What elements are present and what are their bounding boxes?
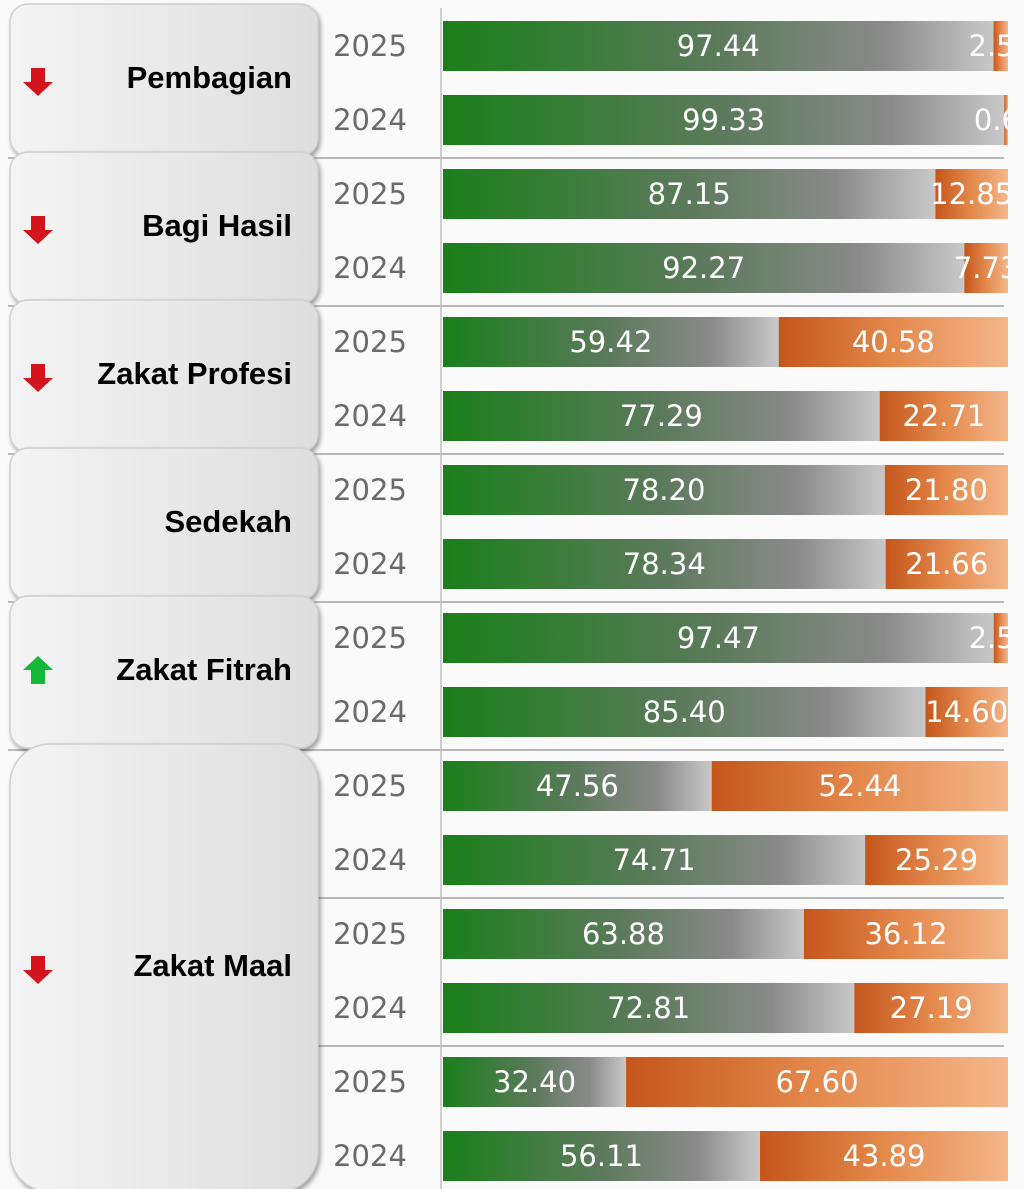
bar-segment [443, 1057, 627, 1107]
value-label: 2.53 [969, 621, 1024, 655]
bar-segment [803, 909, 1008, 959]
bar-segment [443, 983, 855, 1033]
bar-segment [1004, 95, 1008, 145]
bar-segment [443, 909, 804, 959]
group-name: Bagi Hasil [142, 208, 292, 243]
value-label: 78.20 [622, 473, 705, 507]
value-label: 14.60 [925, 695, 1008, 729]
year-label: 2025 [333, 29, 407, 63]
bar-segment [925, 687, 1008, 737]
bar-segment [443, 169, 936, 219]
value-label: 40.58 [852, 325, 935, 359]
bar-segment [879, 391, 1008, 441]
group-name: Zakat Maal [133, 948, 292, 983]
value-label: 12.85 [930, 177, 1013, 211]
group-card [9, 743, 319, 1189]
bar-segment [443, 539, 886, 589]
value-label: 27.19 [890, 991, 973, 1025]
bar-segment [443, 465, 885, 515]
bars: 97.44 2.56 99.33 0.67 87.15 12.85 92.27 7.73 59.… [443, 21, 1024, 1181]
bar-segment [778, 317, 1008, 367]
year-label: 2025 [333, 769, 407, 803]
group-name: Zakat Fitrah [116, 652, 292, 687]
year-label: 2025 [333, 325, 407, 359]
value-label: 97.44 [677, 29, 760, 63]
group-name: Pembagian [127, 60, 292, 95]
value-label: 67.60 [776, 1065, 859, 1099]
value-label: 21.66 [905, 547, 988, 581]
bar-segment [443, 95, 1005, 145]
year-label: 2025 [333, 917, 407, 951]
value-label: 87.15 [648, 177, 731, 211]
year-label: 2024 [333, 547, 407, 581]
value-label: 25.29 [895, 843, 978, 877]
year-label: 2024 [333, 843, 407, 877]
bar-segment [443, 317, 779, 367]
value-label: 74.71 [613, 843, 696, 877]
value-label: 43.89 [842, 1139, 925, 1173]
year-label: 2024 [333, 399, 407, 433]
trend-arrow [23, 68, 53, 96]
value-label: 99.33 [682, 103, 765, 137]
year-label: 2024 [333, 1139, 407, 1173]
value-label: 32.40 [493, 1065, 576, 1099]
bar-segment [443, 391, 880, 441]
value-label: 85.40 [643, 695, 726, 729]
year-label: 2024 [333, 695, 407, 729]
year-label: 2024 [333, 103, 407, 137]
bar-segment [626, 1057, 1008, 1107]
value-label: 52.44 [818, 769, 901, 803]
value-label: 47.56 [536, 769, 619, 803]
value-label: 7.73 [954, 251, 1019, 285]
bar-segment [760, 1131, 1008, 1181]
bar-segment [854, 983, 1008, 1033]
bar-segment [711, 761, 1008, 811]
bar-segment [884, 465, 1008, 515]
value-label: 72.81 [607, 991, 690, 1025]
value-label: 22.71 [902, 399, 985, 433]
group-name: Zakat Profesi [97, 356, 292, 391]
bar-segment [443, 1131, 761, 1181]
year-label: 2024 [333, 991, 407, 1025]
bar-segment [935, 169, 1008, 219]
value-label: 56.11 [560, 1139, 643, 1173]
bar-segment [443, 243, 965, 293]
bar-segment [443, 687, 926, 737]
year-label: 2025 [333, 1065, 407, 1099]
value-label: 36.12 [864, 917, 947, 951]
bar-segment [993, 613, 1008, 663]
year-label: 2025 [333, 473, 407, 507]
year-label: 2025 [333, 621, 407, 655]
bar-segment [443, 761, 712, 811]
value-label: 0.67 [974, 103, 1024, 137]
trend-arrow [23, 656, 53, 684]
year-label: 2024 [333, 251, 407, 285]
value-label: 21.80 [905, 473, 988, 507]
trend-arrow [23, 216, 53, 244]
trend-arrow [23, 956, 53, 984]
value-label: 97.47 [677, 621, 760, 655]
group-name: Sedekah [164, 504, 292, 539]
year-label: 2025 [333, 177, 407, 211]
value-label: 77.29 [620, 399, 703, 433]
bar-segment [993, 21, 1008, 71]
trend-arrow [23, 364, 53, 392]
value-label: 92.27 [662, 251, 745, 285]
value-label: 59.42 [569, 325, 652, 359]
bar-segment [443, 613, 994, 663]
value-label: 2.56 [968, 29, 1024, 63]
bar-segment [865, 835, 1008, 885]
bar-segment [443, 835, 866, 885]
value-label: 63.88 [582, 917, 665, 951]
value-label: 78.34 [623, 547, 706, 581]
bar-segment [443, 21, 994, 71]
bar-segment [885, 539, 1008, 589]
bar-segment [964, 243, 1008, 293]
